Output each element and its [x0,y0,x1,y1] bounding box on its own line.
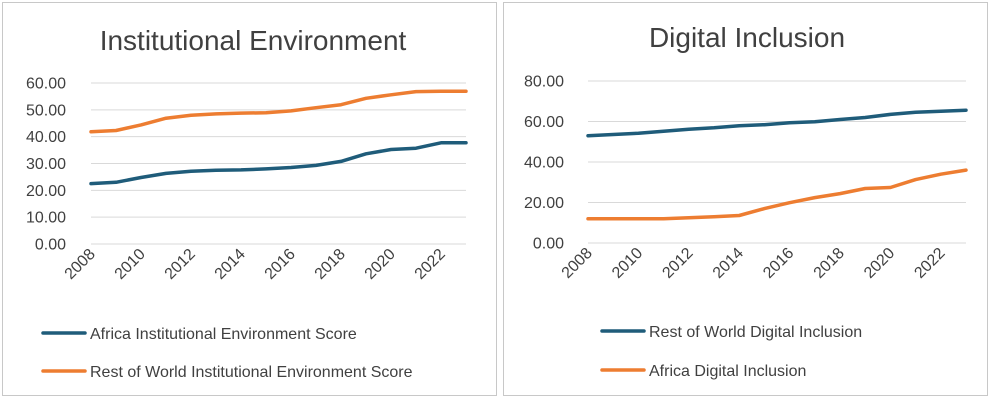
y-tick-label: 50.00 [26,102,66,119]
x-tick-label: 2014 [212,246,249,283]
x-tick-label: 2022 [412,246,449,283]
chart-institutional-environment: Institutional Environment 0.00 10.00 20.00 3… [26,25,468,381]
series-line [586,168,968,221]
y-tick-label: 0.00 [533,236,564,253]
x-tick-label: 2018 [811,245,848,282]
series-line [89,141,468,186]
legend-label: Africa Digital Inclusion [649,363,806,380]
y-tick-label: 20.00 [26,183,66,200]
x-tick-label: 2012 [162,246,199,283]
y-tick-label: 20.00 [524,195,564,212]
y-tick-label: 80.00 [524,74,564,91]
x-tick-label: 2012 [659,245,696,282]
y-tick-label: 10.00 [26,210,66,227]
x-tick-label: 2020 [861,245,898,282]
x-tick-label: 2008 [62,246,99,283]
x-tick-label: 2016 [760,245,797,282]
x-tick-label: 2010 [609,245,646,282]
legend-label: Africa Institutional Environment Score [90,326,357,343]
y-tick-label: 60.00 [524,114,564,131]
series-line [586,108,968,138]
legend-label: Rest of World Digital Inclusion [649,324,862,341]
y-tick-label: 60.00 [26,76,66,93]
y-tick-label: 0.00 [35,237,66,254]
y-tick-label: 30.00 [26,156,66,173]
y-tick-label: 40.00 [26,129,66,146]
x-tick-label: 2014 [710,245,747,282]
series-line [89,89,468,134]
x-tick-label: 2018 [312,246,349,283]
x-tick-label: 2010 [112,246,149,283]
x-tick-label: 2016 [262,246,299,283]
chart-digital-inclusion: Digital Inclusion 0.00 20.00 40.00 60.00 80.0… [524,22,968,380]
x-tick-label: 2020 [362,246,399,283]
y-tick-label: 40.00 [524,155,564,172]
chart-panel-digital-inclusion: Digital Inclusion 0.00 20.00 40.00 60.00 80.0… [503,2,988,396]
x-tick-label: 2008 [559,245,596,282]
chart-panel-institutional-environment: Institutional Environment 0.00 10.00 20.00 3… [2,2,497,396]
x-tick-label: 2022 [911,245,948,282]
chart-title: Institutional Environment [100,25,407,56]
chart-title: Digital Inclusion [649,22,845,53]
legend-label: Rest of World Institutional Environment … [90,364,413,381]
